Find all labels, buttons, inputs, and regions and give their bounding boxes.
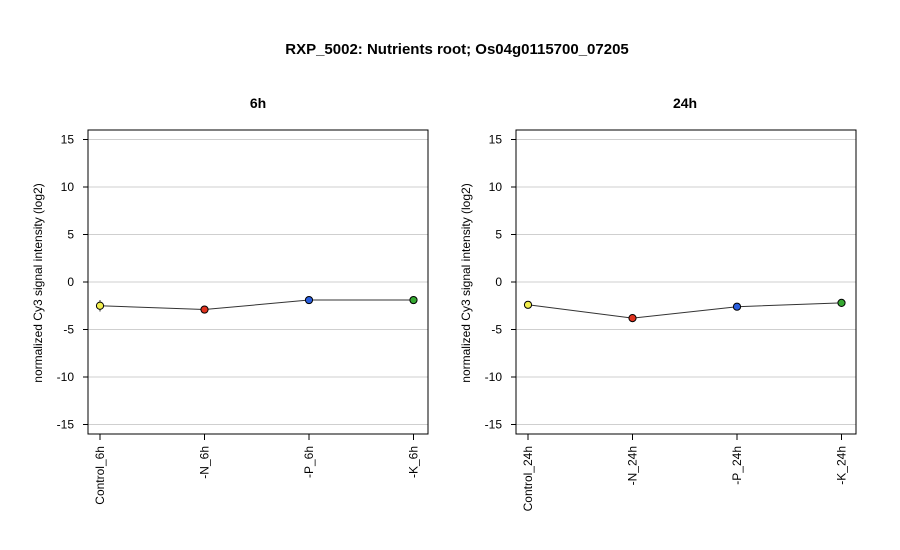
y-tick-label: -5 (63, 323, 74, 337)
y-tick-label: -5 (491, 323, 502, 337)
y-tick-label: 0 (495, 275, 502, 289)
x-tick-label: -P_6h (302, 446, 316, 478)
data-point (409, 295, 418, 305)
y-tick-label: 10 (489, 180, 503, 194)
chart-main-title: RXP_5002: Nutrients root; Os04g0115700_0… (285, 41, 629, 58)
y-tick-label: 5 (67, 228, 74, 242)
x-tick-label: Control_24h (521, 446, 535, 511)
data-point (95, 301, 105, 310)
x-tick-label: -P_24h (730, 446, 744, 485)
y-axis-label: normalized Cy3 signal intensity (log2) (31, 183, 45, 382)
y-axis-label: normalized Cy3 signal intensity (log2) (459, 183, 473, 382)
data-point (200, 305, 209, 314)
x-tick-label: -K_6h (407, 446, 421, 478)
y-tick-label: -15 (57, 418, 75, 432)
panel-title: 6h (250, 95, 266, 111)
x-tick-label: -N_24h (626, 446, 640, 485)
y-tick-label: -10 (57, 370, 75, 384)
data-point (732, 302, 742, 311)
y-tick-label: 15 (61, 133, 75, 147)
data-point (837, 298, 846, 307)
y-tick-label: 10 (61, 180, 75, 194)
panel-title: 24h (673, 95, 697, 111)
x-tick-label: -N_6h (198, 446, 212, 479)
data-point (304, 295, 314, 305)
data-point (523, 300, 533, 309)
x-tick-label: Control_6h (93, 446, 107, 505)
series-line (527, 302, 842, 319)
y-tick-label: 15 (489, 133, 503, 147)
panel-6h: 6h normalized Cy3 signal intensity (log2… (31, 95, 429, 505)
y-tick-label: -15 (485, 418, 503, 432)
y-tick-label: 5 (495, 228, 502, 242)
x-tick-label: -K_24h (835, 446, 849, 485)
series-line (99, 299, 414, 311)
y-tick-label: 0 (67, 275, 74, 289)
y-tick-label: -10 (485, 370, 503, 384)
panel-24h: 24h normalized Cy3 signal intensity (log… (459, 95, 857, 511)
data-point (628, 314, 637, 323)
